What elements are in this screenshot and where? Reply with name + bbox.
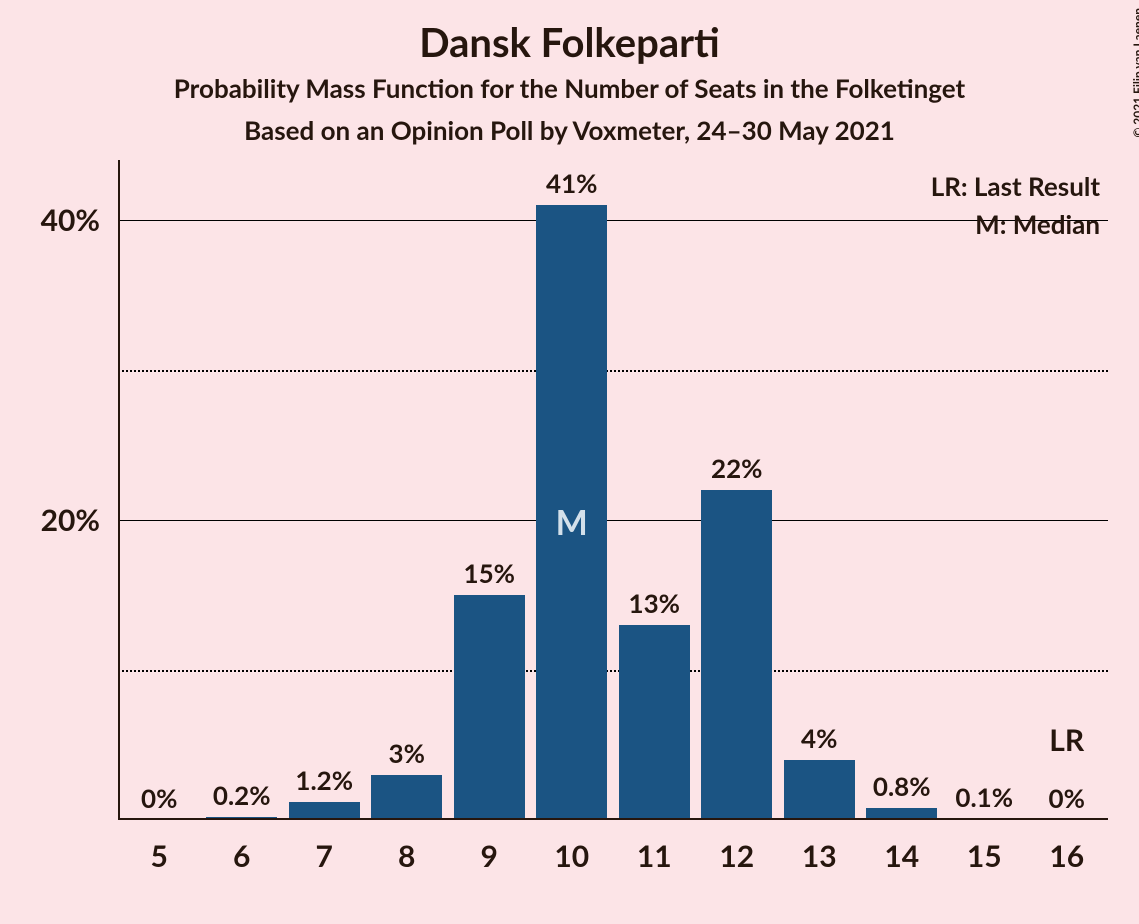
copyright-label: © 2021 Filip van Laenen: [1130, 8, 1139, 138]
bar: [454, 595, 525, 820]
lr-marker: LR: [1026, 722, 1109, 758]
x-tick-label: 7: [283, 838, 366, 874]
y-tick-label: 40%: [0, 202, 100, 238]
x-tick-label: 16: [1026, 838, 1109, 874]
x-axis: [118, 818, 1108, 820]
x-tick-label: 11: [613, 838, 696, 874]
bar-value-label: 41%: [531, 167, 614, 199]
plot-area: 0%0.2%1.2%3%15%41%13%22%4%0.8%0.1%0%MLRL…: [118, 160, 1108, 820]
median-marker: M: [536, 502, 607, 543]
bar: [619, 625, 690, 820]
x-tick-label: 13: [778, 838, 861, 874]
bar-value-label: 0%: [1026, 782, 1109, 814]
bar-value-label: 4%: [778, 722, 861, 754]
bar-value-label: 1.2%: [283, 764, 366, 796]
x-tick-label: 14: [861, 838, 944, 874]
bar-value-label: 0%: [118, 782, 201, 814]
chart-subtitle-1: Probability Mass Function for the Number…: [0, 72, 1139, 104]
bar-value-label: 0.8%: [861, 770, 944, 802]
x-tick-label: 5: [118, 838, 201, 874]
bar: [701, 490, 772, 820]
bar-value-label: 22%: [696, 452, 779, 484]
bar-value-label: 0.1%: [943, 781, 1026, 813]
x-tick-label: 9: [448, 838, 531, 874]
grid-major: [118, 220, 1108, 221]
legend-lr: LR: Last Result: [931, 170, 1100, 202]
y-tick-label: 20%: [0, 502, 100, 538]
x-tick-label: 8: [366, 838, 449, 874]
x-tick-label: 15: [943, 838, 1026, 874]
bar: [784, 760, 855, 820]
bar-value-label: 13%: [613, 587, 696, 619]
chart-subtitle-2: Based on an Opinion Poll by Voxmeter, 24…: [0, 114, 1139, 146]
chart-stage: Dansk Folkeparti Probability Mass Functio…: [0, 0, 1139, 924]
y-axis: [118, 160, 120, 820]
bar-value-label: 15%: [448, 557, 531, 589]
x-tick-label: 10: [531, 838, 614, 874]
x-tick-label: 6: [201, 838, 284, 874]
x-tick-label: 12: [696, 838, 779, 874]
bar-value-label: 0.2%: [201, 779, 284, 811]
grid-minor: [118, 370, 1108, 372]
legend-median: M: Median: [975, 208, 1100, 240]
chart-title: Dansk Folkeparti: [0, 18, 1139, 66]
grid-minor: [118, 670, 1108, 672]
bar: [371, 775, 442, 820]
bar-value-label: 3%: [366, 737, 449, 769]
grid-major: [118, 520, 1108, 521]
